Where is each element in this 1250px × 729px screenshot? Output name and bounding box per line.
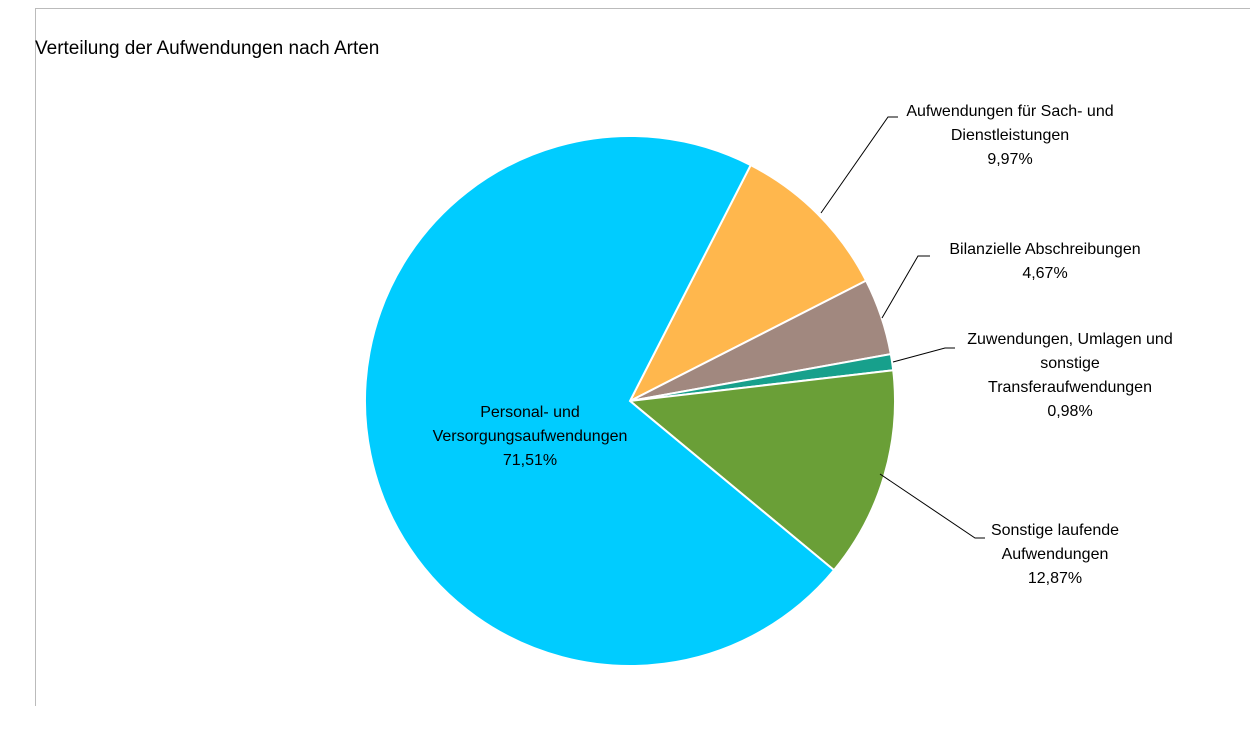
leader-line xyxy=(892,347,955,363)
leader-line xyxy=(879,473,985,539)
label-name: Zuwendungen, Umlagen und sonstige Transf… xyxy=(967,331,1173,396)
data-label: Aufwendungen für Sach- und Dienstleistun… xyxy=(890,100,1130,172)
data-label: Bilanzielle Abschreibungen 4,67% xyxy=(925,238,1165,286)
label-value: 12,87% xyxy=(1027,570,1083,587)
leader-line xyxy=(820,116,898,214)
chart-frame xyxy=(35,8,1250,706)
label-name: Sonstige laufende Aufwendungen xyxy=(990,522,1120,563)
label-name: Personal- und Versorgungsaufwendungen xyxy=(432,404,628,445)
label-value: 4,67% xyxy=(1022,265,1068,282)
label-name: Aufwendungen für Sach- und Dienstleistun… xyxy=(906,103,1114,144)
label-value: 0,98% xyxy=(1047,403,1093,420)
label-name: Bilanzielle Abschreibungen xyxy=(949,241,1141,258)
label-value: 71,51% xyxy=(502,452,558,469)
chart-title: Verteilung der Aufwendungen nach Arten xyxy=(35,38,380,59)
pie-slice xyxy=(363,135,836,667)
data-label: Zuwendungen, Umlagen und sonstige Transf… xyxy=(960,328,1180,424)
label-value: 9,97% xyxy=(987,151,1033,168)
data-label: Sonstige laufende Aufwendungen 12,87% xyxy=(975,519,1135,591)
pie-slice xyxy=(627,163,868,404)
data-label: Personal- und Versorgungsaufwendungen 71,… xyxy=(430,401,630,473)
leader-line xyxy=(881,255,930,319)
